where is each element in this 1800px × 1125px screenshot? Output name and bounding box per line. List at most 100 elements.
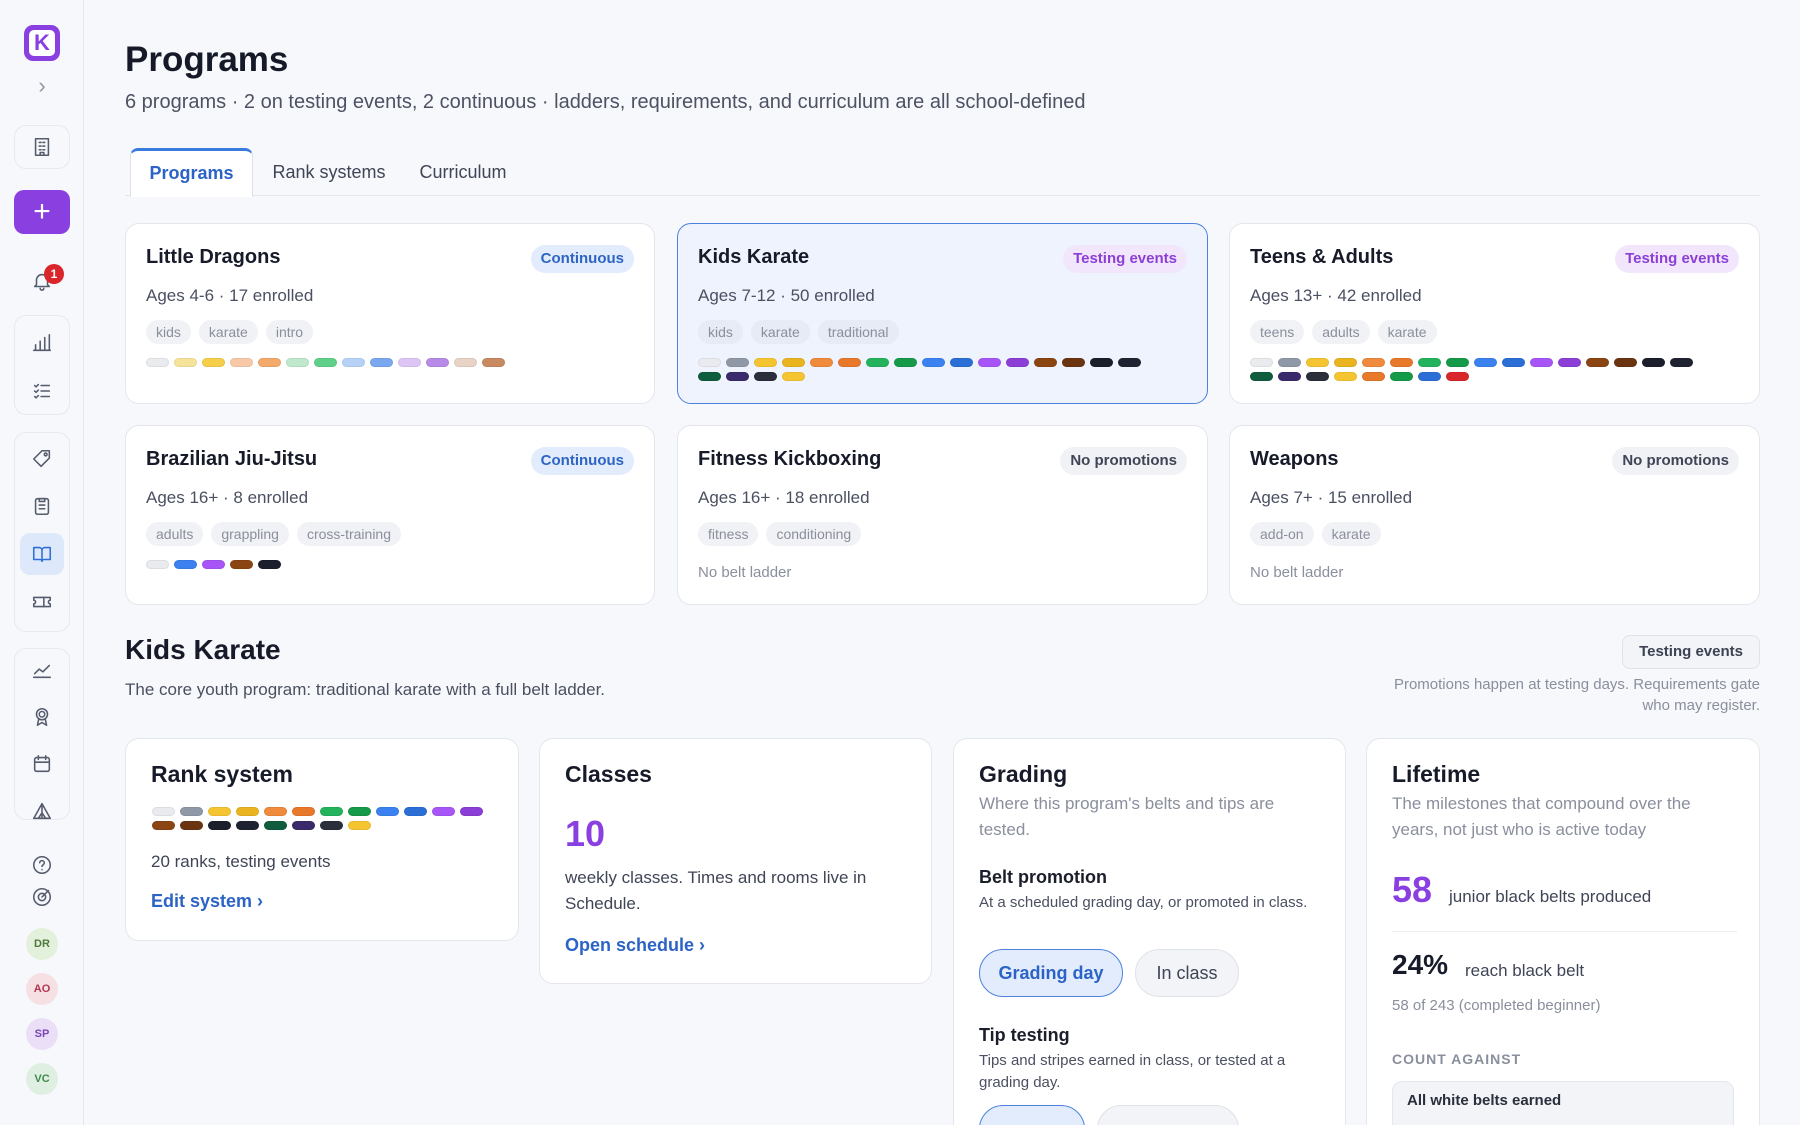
page-title: Programs xyxy=(125,40,289,79)
avatar[interactable]: DR xyxy=(26,928,58,960)
black-belt-rate-label: reach black belt xyxy=(1465,961,1585,980)
rank-summary: 20 ranks, testing events xyxy=(151,852,331,871)
ticket-icon[interactable] xyxy=(27,587,57,617)
target-icon[interactable] xyxy=(27,882,57,912)
belt-swatch xyxy=(292,807,315,816)
black-belts-label: junior black belts produced xyxy=(1449,887,1652,906)
add-button[interactable]: + xyxy=(14,190,70,234)
program-meta: Ages 4-6 · 17 enrolled xyxy=(146,286,314,305)
belt-swatch xyxy=(1530,358,1553,367)
belt-swatch xyxy=(1670,358,1693,367)
program-card-fitness-kickboxing[interactable]: Fitness Kickboxing No promotions Ages 16… xyxy=(677,425,1208,605)
checklist-icon[interactable] xyxy=(27,376,57,406)
program-name: Kids Karate xyxy=(698,246,810,268)
belt-swatch xyxy=(1474,358,1497,367)
belt-swatch xyxy=(782,358,805,367)
belt-swatch xyxy=(1278,358,1301,367)
belt-swatch xyxy=(1334,372,1357,381)
help-icon[interactable] xyxy=(27,850,57,880)
tag: grappling xyxy=(211,522,289,546)
tag: karate xyxy=(1377,320,1437,344)
tag-list: kids karate intro xyxy=(146,320,314,344)
count-against-option[interactable]: All white belts earned xyxy=(1392,1081,1734,1125)
tip-option-1[interactable] xyxy=(979,1105,1085,1125)
program-meta: Ages 16+ · 8 enrolled xyxy=(146,488,309,507)
program-card-kids-karate[interactable]: Kids Karate Testing events Ages 7-12 · 5… xyxy=(677,223,1208,404)
belt-swatch xyxy=(1118,358,1141,367)
program-card-little-dragons[interactable]: Little Dragons Continuous Ages 4-6 · 17 … xyxy=(125,223,655,404)
belt-swatch xyxy=(1586,358,1609,367)
belt-ladder xyxy=(146,560,616,569)
tip-option-2[interactable] xyxy=(1097,1105,1239,1125)
belt-swatch xyxy=(698,358,721,367)
tag: traditional xyxy=(817,320,899,344)
belt-swatch xyxy=(950,358,973,367)
belt-swatch xyxy=(230,358,253,367)
belt-swatch xyxy=(180,821,203,830)
belt-swatch xyxy=(208,807,231,816)
tab-curriculum[interactable]: Curriculum xyxy=(419,162,507,182)
tag: adults xyxy=(146,522,204,546)
count-against-option-label: All white belts earned xyxy=(1407,1092,1562,1109)
expand-sidebar-icon[interactable]: › xyxy=(38,73,46,98)
tab-rank-systems[interactable]: Rank systems xyxy=(272,162,386,182)
no-belt-ladder: No belt ladder xyxy=(698,564,792,581)
card-title: Grading xyxy=(979,761,1068,787)
tent-icon[interactable] xyxy=(27,796,57,826)
belt-swatch xyxy=(376,807,399,816)
line-chart-icon[interactable] xyxy=(27,655,57,685)
tag-icon[interactable] xyxy=(27,444,57,474)
bar-chart-icon[interactable] xyxy=(27,328,57,358)
belt-swatch xyxy=(398,358,421,367)
detail-status-badge: Testing events xyxy=(1622,635,1760,669)
org-group xyxy=(14,125,70,169)
program-card-weapons[interactable]: Weapons No promotions Ages 7+ · 15 enrol… xyxy=(1229,425,1760,605)
book-open-icon[interactable] xyxy=(20,533,64,575)
tag-list: fitness conditioning xyxy=(698,522,862,546)
belt-swatch xyxy=(698,372,721,381)
belt-swatch xyxy=(258,560,281,569)
tag-list: teens adults karate xyxy=(1250,320,1437,344)
belt-swatch xyxy=(1362,358,1385,367)
building-icon[interactable] xyxy=(27,132,57,162)
program-meta: Ages 16+ · 18 enrolled xyxy=(698,488,870,507)
award-icon[interactable] xyxy=(27,702,57,732)
in-class-option[interactable]: In class xyxy=(1135,949,1239,997)
program-card-bjj[interactable]: Brazilian Jiu-Jitsu Continuous Ages 16+ … xyxy=(125,425,655,605)
clipboard-icon[interactable] xyxy=(27,491,57,521)
edit-system-link[interactable]: Edit system › xyxy=(151,891,264,911)
belt-swatch xyxy=(348,807,371,816)
grading-card: Grading Where this program's belts and t… xyxy=(953,738,1346,1125)
classes-text: weekly classes. Times and rooms live in … xyxy=(565,868,867,913)
classes-card: Classes 10 weekly classes. Times and roo… xyxy=(539,738,932,984)
card-title: Lifetime xyxy=(1392,761,1481,787)
avatar[interactable]: AO xyxy=(26,973,58,1005)
belt-swatch xyxy=(726,372,749,381)
open-schedule-link[interactable]: Open schedule › xyxy=(565,935,706,955)
belt-swatch xyxy=(482,358,505,367)
belt-swatch xyxy=(320,821,343,830)
tag: intro xyxy=(265,320,314,344)
program-card-teens-adults[interactable]: Teens & Adults Testing events Ages 13+ ·… xyxy=(1229,223,1760,404)
status-badge: No promotions xyxy=(1060,447,1187,475)
detail-title: Kids Karate xyxy=(125,634,281,665)
belt-swatch xyxy=(1062,358,1085,367)
tag-list: add-on karate xyxy=(1250,522,1381,546)
belt-ladder xyxy=(1250,358,1720,381)
avatar[interactable]: SP xyxy=(26,1018,58,1050)
tag: teens xyxy=(1250,320,1305,344)
belt-swatch xyxy=(152,807,175,816)
calendar-icon[interactable] xyxy=(27,749,57,779)
status-badge: Testing events xyxy=(1063,245,1187,273)
grading-day-option[interactable]: Grading day xyxy=(979,949,1123,997)
belt-swatch xyxy=(174,560,197,569)
avatar[interactable]: VC xyxy=(26,1063,58,1095)
belt-swatch xyxy=(754,358,777,367)
belt-swatch xyxy=(202,358,225,367)
rank-system-card: Rank system 20 ranks, testing events Edi… xyxy=(125,738,519,941)
belt-swatch xyxy=(978,358,1001,367)
lifetime-desc: The milestones that compound over the ye… xyxy=(1392,794,1691,839)
app-logo[interactable]: K xyxy=(24,25,60,61)
belt-swatch xyxy=(146,560,169,569)
tab-programs[interactable]: Programs xyxy=(130,148,253,197)
